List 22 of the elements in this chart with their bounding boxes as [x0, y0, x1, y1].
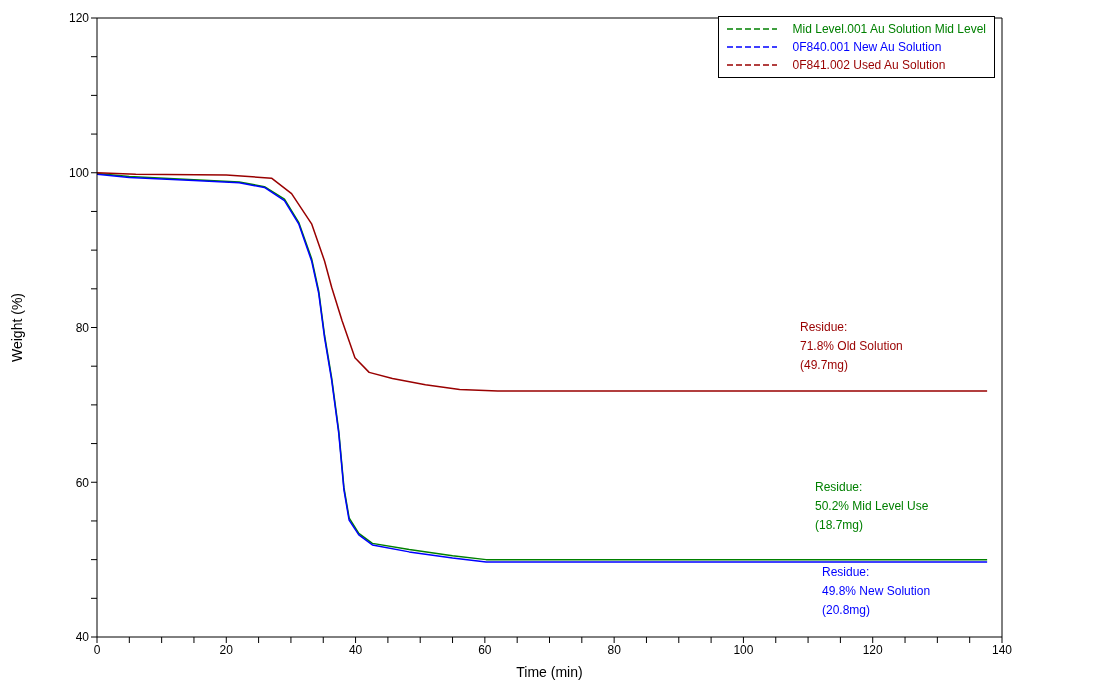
- x-tick-label: 0: [93, 642, 101, 657]
- x-tick-label: 40: [348, 642, 363, 657]
- x-tick-label: 100: [733, 642, 754, 657]
- x-tick-label: 60: [478, 642, 492, 657]
- y-tick-label: 40: [75, 630, 90, 645]
- legend-label: Mid Level.001 Au Solution Mid Level: [792, 21, 986, 38]
- x-tick-label: 120: [862, 642, 884, 657]
- y-axis-title: Weight (%): [8, 293, 25, 362]
- y-tick-label: 80: [75, 320, 90, 335]
- line-series: [97, 172, 988, 392]
- x-axis-title: Time (min): [516, 664, 583, 680]
- legend-label: 0F841.002 Used Au Solution: [792, 57, 946, 74]
- y-tick-label: 120: [68, 11, 90, 26]
- x-tick-label: 20: [219, 642, 234, 657]
- y-tick-label: 60: [75, 475, 90, 490]
- annotation: Residue: 50.2% Mid Level Use (18.7mg): [815, 479, 929, 534]
- x-tick-label: 80: [607, 642, 622, 657]
- annotation: Residue: 71.8% Old Solution (49.7mg): [800, 319, 903, 374]
- legend-label: 0F840.001 New Au Solution: [792, 39, 942, 56]
- x-tick-label: 140: [991, 642, 1013, 657]
- annotation: Residue: 49.8% New Solution (20.8mg): [822, 564, 931, 619]
- y-tick-label: 100: [68, 166, 90, 181]
